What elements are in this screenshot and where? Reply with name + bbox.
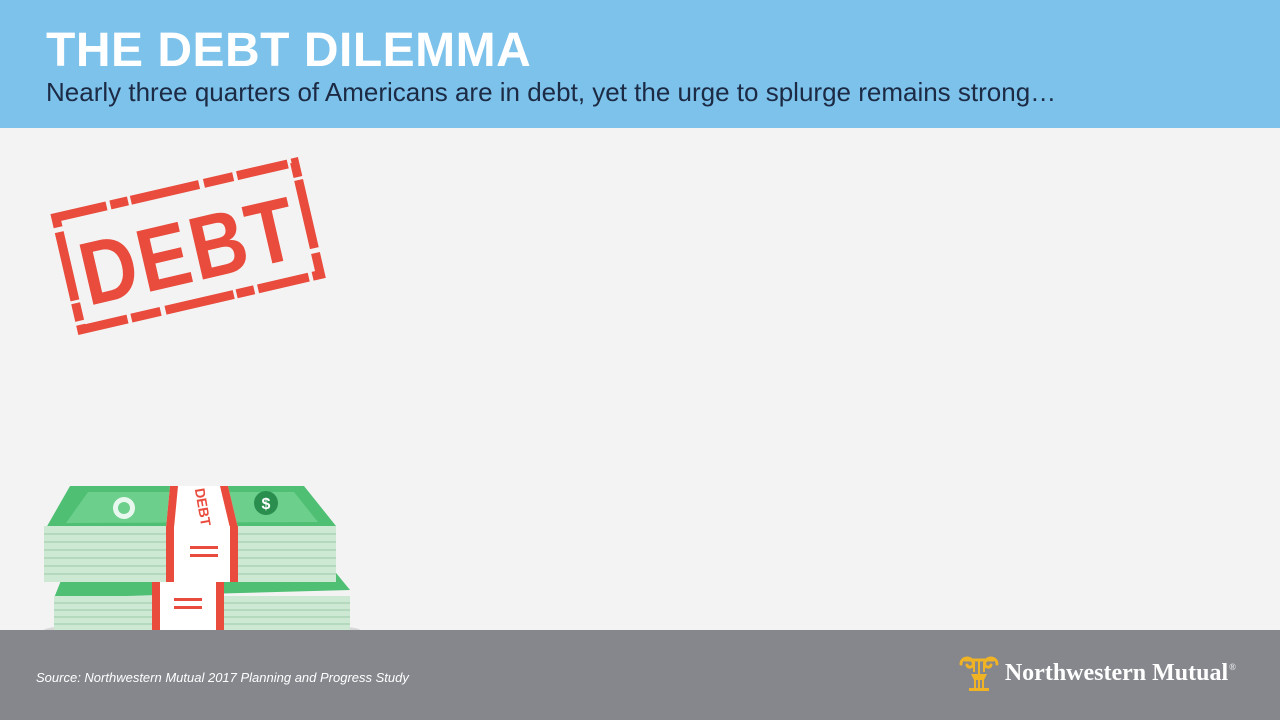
- money-bundle-upper: $ DEBT: [44, 486, 336, 582]
- bill-dollar-badge: [254, 491, 278, 515]
- brand-logo: Northwestern Mutual ®: [957, 654, 1236, 692]
- capital-column-icon: [959, 656, 999, 691]
- debt-stamp-icon: DEBT: [50, 157, 326, 335]
- header-banner: THE DEBT DILEMMA Nearly three quarters o…: [0, 0, 1280, 128]
- source-note: Source: Northwestern Mutual 2017 Plannin…: [36, 670, 409, 685]
- bill-dollar-symbol: $: [262, 496, 271, 513]
- money-bundle-lower: [54, 568, 350, 630]
- footer-bar: Source: Northwestern Mutual 2017 Plannin…: [0, 630, 1280, 720]
- brand-name: Northwestern Mutual: [1004, 659, 1229, 686]
- registered-trademark: ®: [1229, 662, 1236, 672]
- money-stack-icon: $ DEBT: [44, 486, 360, 630]
- money-band-text: DEBT: [192, 487, 214, 528]
- main-illustration-area: DEBT $: [0, 128, 1280, 630]
- page-subtitle: Nearly three quarters of Americans are i…: [46, 77, 1057, 107]
- page-title: THE DEBT DILEMMA: [46, 24, 532, 77]
